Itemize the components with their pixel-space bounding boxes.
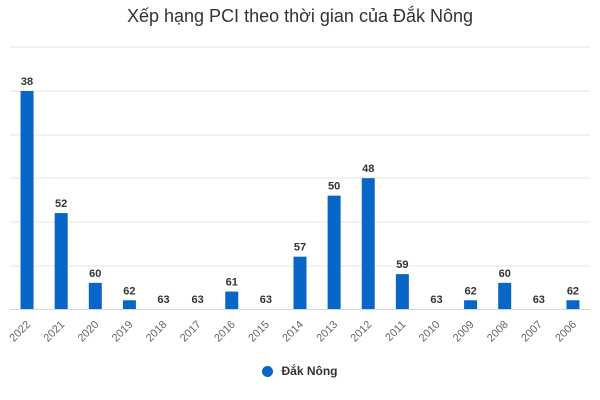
bar-2020[interactable] (88, 282, 102, 309)
legend-swatch (262, 365, 274, 377)
data-label-2020: 60 (89, 268, 101, 280)
x-tick-label-2009: 2009 (451, 319, 477, 345)
data-label-2012: 48 (362, 163, 374, 175)
data-label-2019: 62 (123, 285, 135, 297)
data-label-2022: 38 (21, 76, 33, 88)
x-tick-labels: 2022 2021 2020 2019 2018 2017 2016 2015 2014 2013… (7, 319, 579, 345)
legend-label: Đắk Nông (281, 364, 338, 378)
bar-2016[interactable] (225, 291, 239, 309)
bar-2008[interactable] (498, 282, 512, 309)
x-tick-label-2016: 2016 (212, 319, 238, 345)
bar-2013[interactable] (327, 195, 341, 309)
bar-2019[interactable] (122, 300, 136, 309)
x-tick-label-2021: 2021 (41, 319, 67, 345)
data-label-2006: 62 (567, 285, 579, 297)
x-tick-label-2007: 2007 (519, 319, 545, 345)
x-tick-label-2006: 2006 (553, 319, 579, 345)
x-tick-label-2017: 2017 (178, 319, 204, 345)
data-label-2011: 59 (396, 259, 408, 271)
x-tick-label-2011: 2011 (383, 319, 408, 344)
bar-2021[interactable] (54, 213, 68, 309)
data-label-2015: 63 (260, 294, 272, 306)
legend[interactable]: Đắk Nông (0, 364, 600, 378)
x-tick-label-2022: 2022 (7, 319, 33, 345)
bar-2014[interactable] (293, 256, 307, 309)
data-label-2016: 61 (226, 277, 238, 289)
bar-2022[interactable] (20, 91, 34, 309)
data-label-2010: 63 (430, 294, 442, 306)
data-label-2007: 63 (533, 294, 545, 306)
data-label-2014: 57 (294, 242, 306, 254)
bar-2011[interactable] (395, 274, 409, 309)
bars (20, 91, 580, 309)
data-label-2009: 62 (464, 285, 476, 297)
data-label-2013: 50 (328, 181, 340, 193)
x-tick-label-2013: 2013 (314, 319, 340, 345)
data-label-2008: 60 (499, 268, 511, 280)
x-tick-label-2010: 2010 (417, 319, 443, 345)
x-tick-label-2012: 2012 (349, 319, 375, 345)
x-tick-label-2015: 2015 (246, 319, 272, 345)
gridlines (10, 46, 590, 310)
data-label-2017: 63 (192, 294, 204, 306)
bar-2006[interactable] (566, 300, 580, 309)
data-label-2021: 52 (55, 198, 67, 210)
x-tick-label-2014: 2014 (280, 319, 306, 345)
chart-title: Xếp hạng PCI theo thời gian của Đắk Nông (126, 6, 474, 26)
data-label-2018: 63 (157, 294, 169, 306)
x-tick-label-2019: 2019 (110, 319, 136, 345)
x-tick-label-2020: 2020 (76, 319, 102, 345)
x-tick-label-2008: 2008 (485, 319, 511, 345)
bar-2012[interactable] (361, 178, 375, 309)
x-tick-label-2018: 2018 (144, 319, 170, 345)
bar-2009[interactable] (464, 300, 478, 309)
data-labels: 38 52 60 62 63 63 61 63 57 50 48 59 63 62 60 63 62 (21, 76, 579, 306)
